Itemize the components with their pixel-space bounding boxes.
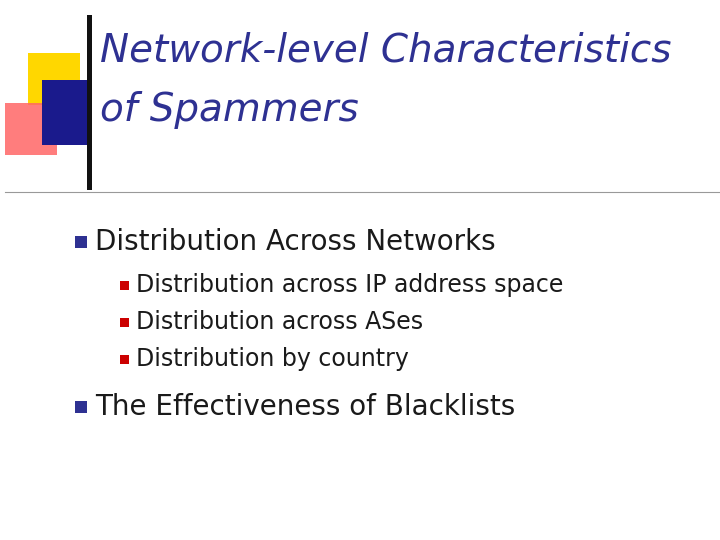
Text: Distribution across IP address space: Distribution across IP address space: [136, 273, 563, 297]
Text: Distribution across ASes: Distribution across ASes: [136, 310, 423, 334]
Bar: [120, 354, 129, 363]
Bar: [28, 53, 80, 105]
Bar: [120, 280, 129, 289]
Text: Network-level Characteristics: Network-level Characteristics: [100, 31, 672, 69]
Text: of Spammers: of Spammers: [100, 91, 359, 129]
Text: Distribution Across Networks: Distribution Across Networks: [95, 228, 495, 256]
Bar: [87, 15, 92, 190]
Bar: [75, 401, 87, 413]
Text: Distribution by country: Distribution by country: [136, 347, 409, 371]
Bar: [120, 318, 129, 327]
Bar: [5, 103, 57, 155]
Text: The Effectiveness of Blacklists: The Effectiveness of Blacklists: [95, 393, 516, 421]
Bar: [75, 236, 87, 248]
Bar: [42, 80, 90, 145]
